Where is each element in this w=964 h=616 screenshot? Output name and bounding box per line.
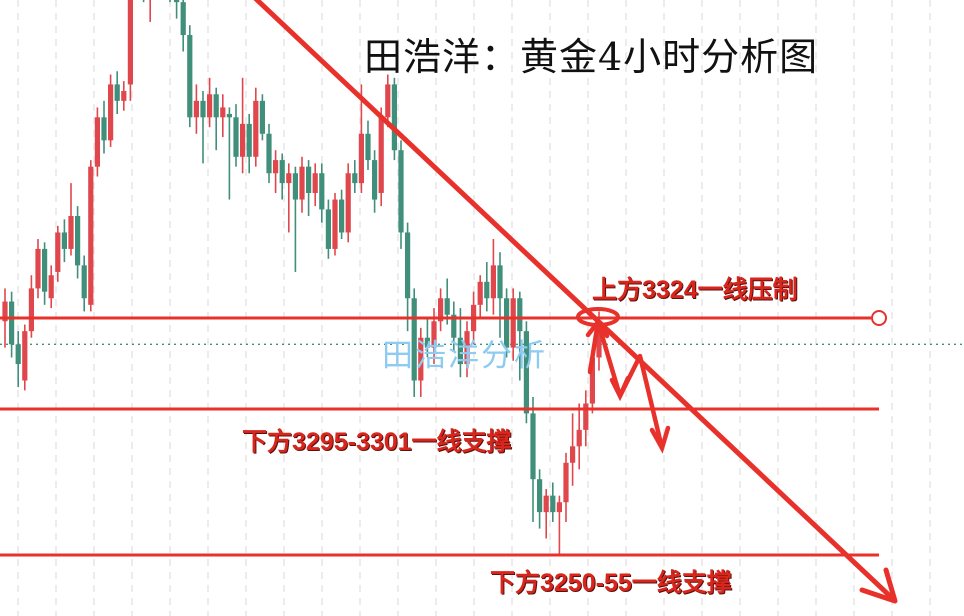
candle-body: [94, 117, 100, 167]
resistance-label: 上方3324一线压制: [592, 276, 798, 304]
candle-body: [213, 94, 219, 118]
candle-body: [101, 117, 107, 141]
candle-body: [266, 133, 272, 174]
candle-body: [240, 123, 246, 157]
arrowhead-down: [649, 425, 671, 454]
candle-body: [543, 495, 549, 513]
chart-title: 田浩洋：黄金4小时分析图: [364, 35, 819, 79]
candle-body: [405, 232, 411, 299]
candle-body: [114, 84, 120, 101]
candle-body: [180, 2, 186, 36]
candle-body: [372, 160, 378, 200]
candle-body: [48, 275, 54, 299]
support-label-1: 下方3295-3301一线支撑: [242, 428, 512, 456]
candle-body: [75, 216, 81, 266]
candle-body: [563, 462, 569, 503]
candle-body: [9, 301, 15, 345]
candle-body: [127, 0, 133, 85]
arrowhead-down: [609, 375, 631, 402]
watermark: 田浩洋分析: [382, 338, 547, 374]
candle-body: [81, 265, 87, 299]
candle-body: [490, 265, 496, 299]
candle-body: [358, 133, 364, 184]
candle-body: [583, 403, 589, 430]
candle-body: [484, 281, 490, 299]
candle-body: [253, 100, 259, 157]
candle-body: [286, 173, 292, 184]
candle-body: [418, 337, 424, 381]
candle-body: [352, 173, 358, 184]
candle-body: [378, 117, 384, 193]
candle-body: [537, 479, 543, 513]
candle-body: [187, 35, 193, 118]
line-handle: [871, 310, 887, 326]
candle-body: [570, 446, 576, 463]
candle-body: [411, 298, 417, 381]
candle-body: [68, 216, 74, 249]
candle-body: [510, 298, 516, 348]
candle-body: [273, 160, 279, 174]
candle-body: [35, 248, 41, 289]
candle-body: [477, 281, 483, 305]
candle-body: [391, 84, 397, 151]
candle-body: [596, 324, 602, 358]
candle-body: [292, 173, 298, 200]
candle-body: [325, 209, 331, 249]
candle-body: [61, 232, 67, 249]
trend-arrowhead: [859, 567, 898, 604]
candle-body: [576, 429, 582, 447]
candle-body: [589, 357, 595, 404]
trend-line: [253, 0, 895, 601]
candle-body: [226, 114, 232, 118]
candle-body: [279, 160, 285, 184]
candle-body: [2, 301, 8, 322]
candle-body: [233, 117, 239, 157]
candle-body: [556, 502, 562, 513]
candle-body: [246, 123, 252, 157]
candle-body: [385, 84, 391, 118]
candle-body: [312, 173, 318, 193]
candle-body: [339, 199, 345, 233]
candle-body: [22, 331, 28, 381]
candle-body: [332, 199, 338, 249]
candle-body: [365, 133, 371, 161]
candle-body: [504, 298, 510, 348]
candle-body: [15, 344, 21, 365]
candle-body: [438, 298, 444, 322]
candle-body: [523, 331, 529, 414]
candle-body: [345, 173, 351, 233]
candle-body: [431, 321, 437, 348]
candle-body: [497, 265, 503, 299]
candle-body: [207, 94, 213, 118]
candle-body: [174, 0, 180, 3]
candle-body: [398, 150, 404, 233]
candle-body: [550, 495, 556, 513]
candle-body: [464, 331, 470, 365]
candle-body: [259, 100, 265, 134]
candle-body: [424, 337, 430, 348]
candle-body: [444, 298, 450, 315]
candle-body: [28, 288, 34, 332]
candle-body: [299, 166, 305, 200]
candle-body: [55, 232, 61, 272]
candle-body: [193, 100, 199, 118]
candle-body: [451, 314, 457, 338]
candle-body: [220, 107, 226, 118]
candle-body: [319, 173, 325, 210]
candle-body: [457, 337, 463, 365]
candle-body: [88, 166, 94, 305]
candle-body: [200, 100, 206, 118]
arrowhead-up: [585, 318, 610, 339]
candle-body: [530, 413, 536, 480]
candle-body: [306, 166, 312, 193]
candle-body: [121, 90, 127, 101]
support-label-2: 下方3250-55一线支撑: [490, 569, 732, 597]
candle-body: [517, 298, 523, 332]
candle-body: [108, 84, 114, 141]
candle-body: [42, 248, 48, 292]
